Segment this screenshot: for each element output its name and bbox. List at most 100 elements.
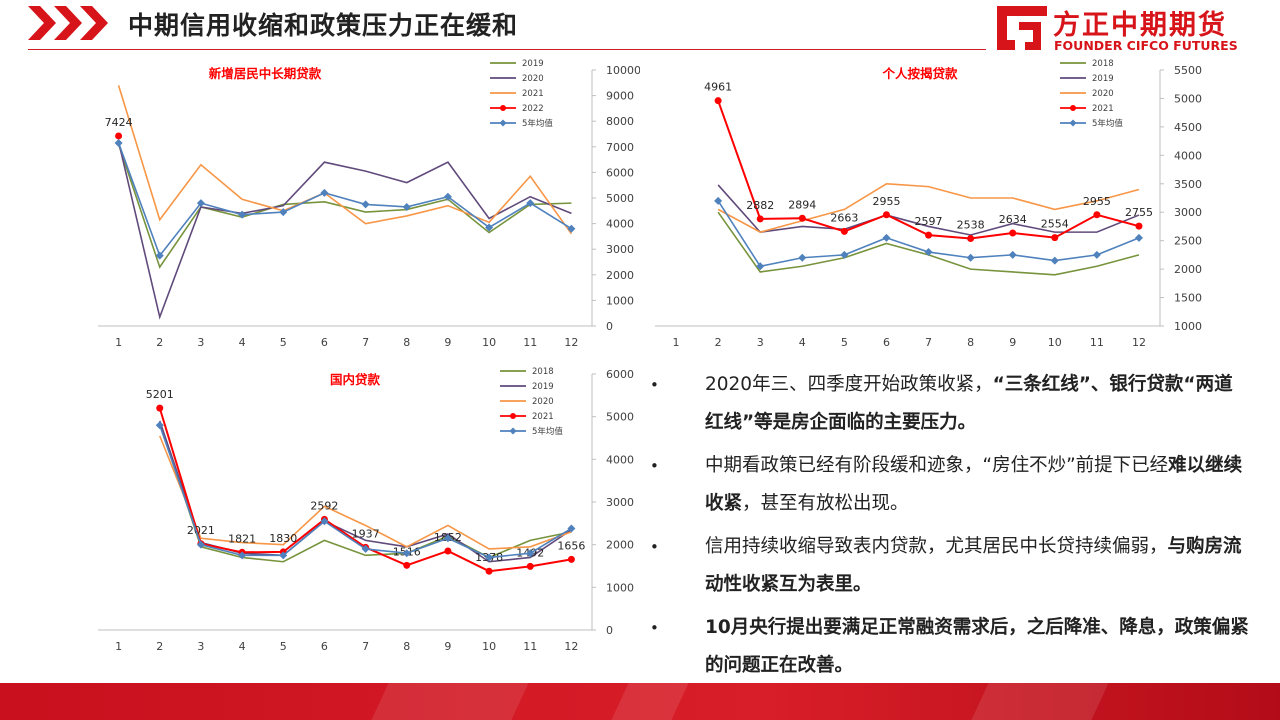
series-point-5年均值 (320, 517, 329, 526)
bullet-dot-icon: • (650, 376, 659, 394)
bullet-text-run: 中期看政策已经有阶段缓和迹象，“房住不炒”前提下已经 (705, 455, 1169, 476)
series-point-5年均值 (279, 208, 288, 217)
bullet-dot-icon: • (650, 538, 659, 556)
data-label: 2755 (1125, 206, 1153, 219)
bullet-text: 10月央行提出要满足正常融资需求后，之后降准、降息，政策偏紧的问题正在改善。 (705, 617, 1249, 676)
legend-label: 2021 (532, 412, 554, 422)
bullet-text-run: “三条红线”、银行贷款“两道红线”等是房企面临的主要压力。 (705, 374, 1233, 433)
series-point-5年均值 (1134, 233, 1143, 242)
x-tick-label: 3 (197, 336, 204, 349)
x-tick-label: 11 (1090, 336, 1104, 349)
bullet-text-run: 信用持续收缩导致表内贷款，尤其居民中长贷持续偏弱， (705, 536, 1168, 557)
data-label: 2955 (1083, 195, 1111, 208)
legend-marker (499, 119, 507, 127)
chart-domestic-loans: 0 1000 2000 3000 4000 5000 6000 1 2 3 4 5 6 7 8 9 10 11 12… (80, 362, 640, 662)
series-line-2020 (159, 435, 572, 550)
x-tick-label: 7 (925, 336, 932, 349)
header-divider (28, 49, 986, 50)
x-tick-label: 4 (799, 336, 806, 349)
bullet-text-run: ，甚至有放松出现。 (742, 493, 909, 514)
x-tick-label: 11 (523, 640, 537, 653)
series-point-5年均值 (485, 223, 494, 232)
x-tick-label: 5 (841, 336, 848, 349)
y-tick-label: 9000 (606, 90, 634, 103)
series-point-2021 (444, 547, 452, 555)
data-label: 2554 (1041, 218, 1069, 231)
chart-mortgage-loans: 1000 1500 2000 2500 3000 3500 4000 4500 5000 5500… (650, 58, 1220, 358)
series-point-2021 (156, 404, 164, 412)
series-point-5年均值 (361, 544, 370, 553)
data-label: 2955 (872, 195, 900, 208)
x-tick-label: 9 (1009, 336, 1016, 349)
chart-svg: 1000 1500 2000 2500 3000 3500 4000 4500 5000 5500… (655, 59, 1202, 349)
legend-label: 2022 (522, 104, 544, 114)
series-point-2021 (1093, 211, 1101, 219)
x-tick-label: 4 (239, 640, 246, 653)
series-point-2021 (485, 567, 493, 575)
legend-label: 2019 (532, 382, 554, 392)
data-label: 2021 (187, 524, 215, 537)
series-point-5年均值 (402, 549, 411, 558)
x-tick-label: 10 (482, 336, 496, 349)
legend-marker (1070, 105, 1076, 111)
series-point-5年均值 (485, 553, 494, 562)
x-tick-label: 3 (197, 640, 204, 653)
legend-label: 2020 (532, 397, 554, 407)
series-point-5年均值 (443, 534, 452, 543)
y-tick-label: 6000 (606, 166, 634, 179)
bullet-item: • 10月央行提出要满足正常融资需求后，之后降准、降息，政策偏紧的问题正在改善。 (650, 609, 1250, 685)
data-label: 2882 (746, 199, 774, 212)
series-point-5年均值 (114, 138, 123, 147)
legend-marker (510, 413, 516, 419)
x-tick-label: 1 (673, 336, 680, 349)
y-tick-label: 3000 (606, 496, 634, 509)
series-point-2021 (882, 211, 890, 219)
x-tick-label: 4 (239, 336, 246, 349)
legend-marker (509, 427, 517, 435)
series-point-5年均值 (714, 196, 723, 205)
series-point-5年均值 (1092, 250, 1101, 259)
x-tick-label: 9 (444, 336, 451, 349)
legend-label: 2020 (1092, 89, 1114, 99)
y-tick-label: 3000 (1174, 206, 1202, 219)
y-tick-label: 4000 (1174, 149, 1202, 162)
y-tick-label: 1000 (1174, 320, 1202, 333)
data-label: 1937 (352, 527, 380, 540)
series-point-2021 (1009, 229, 1017, 237)
y-tick-label: 0 (606, 624, 613, 637)
series-point-5年均值 (882, 233, 891, 242)
data-label: 2597 (915, 215, 943, 228)
chart-title: 个人按揭贷款 (881, 66, 958, 81)
logo-icon (997, 6, 1047, 50)
legend-label: 2018 (532, 367, 554, 377)
legend-label: 5年均值 (1092, 118, 1123, 129)
x-tick-label: 10 (1048, 336, 1062, 349)
series-point-5年均值 (402, 202, 411, 211)
series-point-5年均值 (1050, 256, 1059, 265)
x-tick-label: 12 (1132, 336, 1146, 349)
bullet-dot-icon: • (650, 457, 659, 475)
series-point-5年均值 (526, 199, 535, 208)
footer-bar (0, 683, 1280, 720)
data-label: 2894 (788, 198, 816, 211)
bullet-text-run: 与购房流动性收紧互为表里。 (705, 536, 1242, 595)
y-tick-label: 1000 (606, 581, 634, 594)
series-point-5年均值 (196, 540, 205, 549)
series-point-2021 (840, 227, 848, 235)
y-tick-label: 8000 (606, 115, 634, 128)
series-point-5年均值 (279, 551, 288, 560)
series-point-2021 (1135, 222, 1143, 230)
series-point-2021 (967, 235, 975, 243)
y-tick-label: 5000 (606, 192, 634, 205)
series-point-2021 (925, 231, 933, 239)
legend-label: 5年均值 (532, 426, 563, 437)
series-line-2019 (717, 184, 1140, 236)
series-line-2020 (717, 182, 1140, 233)
data-label: 7424 (105, 116, 133, 129)
y-tick-label: 0 (606, 320, 613, 333)
x-tick-label: 12 (564, 336, 578, 349)
series-point-5年均值 (196, 199, 205, 208)
x-tick-label: 9 (444, 640, 451, 653)
x-tick-label: 11 (523, 336, 537, 349)
bullet-item: • 信用持续收缩导致表内贷款，尤其居民中长贷持续偏弱，与购房流动性收紧互为表里。 (650, 528, 1250, 604)
